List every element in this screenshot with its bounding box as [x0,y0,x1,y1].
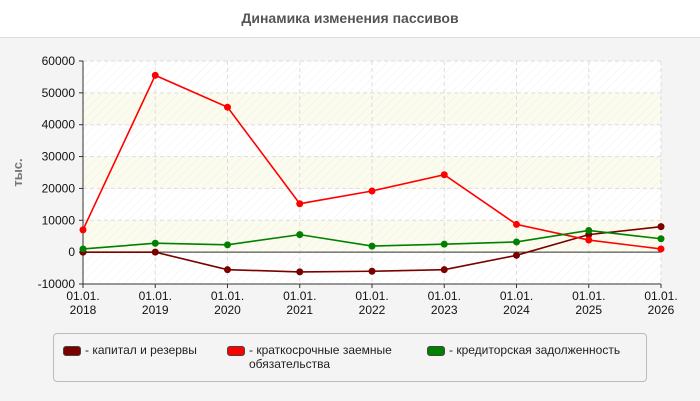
y-tick-label: 40000 [42,118,76,132]
x-tick-label: 01.01. 2018 [66,289,99,317]
y-tick-label: 60000 [42,54,76,68]
series-point-2 [368,242,376,250]
series-point-2 [296,231,304,239]
series-point-0 [224,266,231,274]
series-point-2 [79,245,87,253]
y-tick-label: 30000 [42,150,76,164]
series-point-2 [585,226,593,234]
series-point-1 [513,220,520,228]
series-point-0 [657,223,665,231]
series-point-1 [151,71,159,79]
legend-label: - кредиторская задолженность [449,343,621,357]
legend-label: - краткосрочные заемные обязательства [249,343,392,371]
series-point-0 [513,251,520,259]
series-point-0 [368,267,376,275]
series-point-1 [440,171,448,179]
series-point-0 [296,268,304,276]
y-tick-label: 0 [68,245,75,259]
series-point-1 [79,226,87,234]
legend-swatch [63,346,81,356]
legend-swatch [427,346,445,356]
y-tick-label: 10000 [42,213,76,227]
series-point-2 [224,241,231,249]
series-point-0 [151,248,159,256]
series-point-1 [296,200,304,208]
series-point-0 [440,266,448,274]
x-tick-label: 01.01. 2022 [355,289,388,317]
series-point-1 [368,187,376,195]
series-point-1 [657,245,665,253]
y-axis-label: тыс. [10,158,25,186]
legend-label: - капитал и резервы [85,343,197,357]
legend-swatch [227,346,245,356]
series-point-1 [224,103,231,111]
y-tick-label: 50000 [42,86,76,100]
x-tick-label: 01.01. 2023 [428,289,461,317]
chart-legend: - капитал и резервы - краткосрочные заемн… [53,333,647,382]
series-point-2 [151,239,159,247]
x-tick-label: 01.01. 2020 [211,289,244,317]
legend-item: - капитал и резервы [63,343,203,357]
x-tick-label: 01.01. 2025 [572,289,605,317]
series-point-2 [513,238,520,246]
series-point-2 [440,240,448,248]
x-tick-label: 01.01. 2026 [644,289,677,317]
legend-item: - кредиторская задолженность [427,343,647,357]
y-tick-label: 20000 [42,181,76,195]
x-tick-label: 01.01. 2019 [139,289,172,317]
y-tick-label: -10000 [38,277,76,291]
x-tick-label: 01.01. 2024 [500,289,533,317]
legend-item: - краткосрочные заемные обязательства [227,343,397,371]
series-point-2 [657,235,665,243]
chart-title: Динамика изменения пассивов [241,10,459,26]
series-point-1 [585,236,593,244]
x-tick-label: 01.01. 2021 [283,289,316,317]
